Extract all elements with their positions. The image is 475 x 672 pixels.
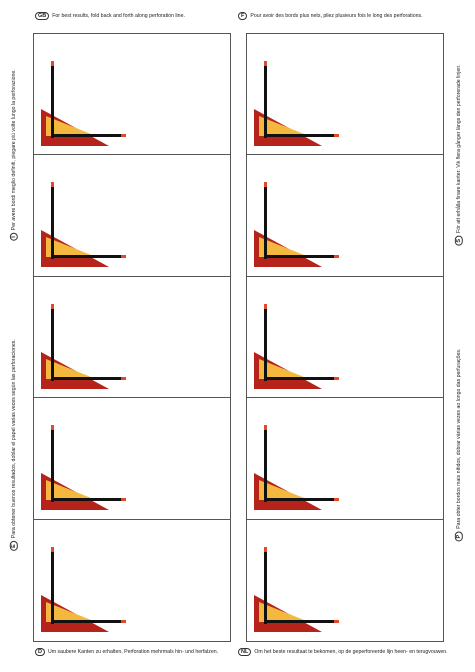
language-badge-s: S — [454, 235, 463, 246]
label-card — [246, 397, 444, 520]
instruction-text-e: Para obtener buenos resultados, doblar e… — [11, 339, 18, 539]
yellow-triangle — [46, 359, 96, 379]
yellow-triangle — [259, 116, 309, 136]
instruction-text-f: Pour avoir des bords plus nets, pliez pl… — [250, 13, 423, 19]
label-card — [33, 154, 231, 277]
instruction-gb: GB For best results, fold back and forth … — [35, 12, 185, 20]
vertical-line — [264, 66, 267, 138]
language-badge-nl: NL — [238, 648, 252, 656]
horizontal-line — [51, 377, 121, 380]
vertical-line-tip — [264, 547, 267, 552]
vertical-line-tip — [264, 425, 267, 430]
card-graphic — [254, 182, 339, 267]
vertical-line-tip — [51, 182, 54, 187]
instruction-e: E Para obtener buenos resultados, doblar … — [9, 339, 18, 551]
horizontal-line-tip — [334, 134, 339, 137]
label-card — [246, 33, 444, 156]
vertical-line-tip — [51, 61, 54, 66]
language-badge-d: D — [35, 648, 45, 656]
instruction-text-i: Per avere bordi meglio definiti, piegare… — [11, 69, 18, 231]
instruction-text-p: Para obter bordos mais nítidos, dobrar v… — [456, 348, 463, 529]
horizontal-line-tip — [334, 377, 339, 380]
yellow-triangle — [46, 237, 96, 257]
language-badge-i: I — [9, 233, 18, 241]
instruction-i: I Per avere bordi meglio definiti, piegar… — [9, 69, 18, 241]
label-card — [33, 33, 231, 156]
card-graphic — [41, 547, 126, 632]
instruction-d: D Um saubere Kanten zu erhalten, Perforat… — [35, 648, 218, 656]
label-card — [246, 519, 444, 642]
horizontal-line-tip — [334, 498, 339, 501]
label-card — [33, 276, 231, 399]
vertical-line-tip — [51, 304, 54, 309]
instruction-p: P Para obter bordos mais nítidos, dobrar … — [454, 348, 463, 542]
card-graphic — [41, 182, 126, 267]
horizontal-line-tip — [121, 134, 126, 137]
vertical-line-tip — [264, 182, 267, 187]
yellow-triangle — [259, 480, 309, 500]
card-graphic — [254, 547, 339, 632]
language-badge-f: F — [238, 12, 248, 20]
horizontal-line — [51, 255, 121, 258]
horizontal-line — [264, 255, 334, 258]
instruction-text-s: För att erhålla finare kanter: Vik flera… — [456, 64, 463, 233]
horizontal-line — [51, 620, 121, 623]
horizontal-line-tip — [121, 255, 126, 258]
instruction-f: F Pour avoir des bords plus nets, pliez p… — [238, 12, 423, 20]
yellow-triangle — [259, 237, 309, 257]
yellow-triangle — [46, 480, 96, 500]
yellow-triangle — [46, 602, 96, 622]
instruction-s: S För att erhålla finare kanter: Vik fler… — [454, 64, 463, 246]
vertical-line-tip — [264, 61, 267, 66]
vertical-line — [51, 430, 54, 502]
yellow-triangle — [46, 116, 96, 136]
language-badge-p: P — [454, 531, 463, 542]
vertical-line — [264, 309, 267, 381]
vertical-line — [51, 66, 54, 138]
card-graphic — [254, 304, 339, 389]
card-graphic — [41, 425, 126, 510]
vertical-line — [51, 187, 54, 259]
instruction-text-nl: Om het beste resultaat te bekomen, op de… — [254, 649, 448, 655]
label-card — [246, 276, 444, 399]
instruction-text-d: Um saubere Kanten zu erhalten, Perforati… — [47, 649, 219, 655]
language-badge-gb: GB — [35, 12, 50, 20]
horizontal-line — [51, 498, 121, 501]
card-graphic — [41, 61, 126, 146]
label-card — [33, 397, 231, 520]
horizontal-line — [264, 498, 334, 501]
instruction-text-gb: For best results, fold back and forth al… — [52, 13, 185, 19]
horizontal-line-tip — [121, 498, 126, 501]
card-graphic — [254, 425, 339, 510]
horizontal-line — [51, 134, 121, 137]
vertical-line-tip — [264, 304, 267, 309]
horizontal-line — [264, 134, 334, 137]
card-graphic — [254, 61, 339, 146]
yellow-triangle — [259, 359, 309, 379]
vertical-line — [51, 309, 54, 381]
instruction-nl: NL Om het beste resultaat te bekomen, op … — [238, 648, 448, 656]
vertical-line-tip — [51, 547, 54, 552]
vertical-line — [264, 552, 267, 624]
vertical-line-tip — [51, 425, 54, 430]
label-card — [246, 154, 444, 277]
horizontal-line-tip — [121, 377, 126, 380]
vertical-line — [264, 187, 267, 259]
yellow-triangle — [259, 602, 309, 622]
vertical-line — [51, 552, 54, 624]
label-card — [33, 519, 231, 642]
horizontal-line — [264, 620, 334, 623]
vertical-line — [264, 430, 267, 502]
card-graphic — [41, 304, 126, 389]
horizontal-line-tip — [121, 620, 126, 623]
horizontal-line — [264, 377, 334, 380]
horizontal-line-tip — [334, 255, 339, 258]
horizontal-line-tip — [334, 620, 339, 623]
language-badge-e: E — [9, 541, 18, 551]
